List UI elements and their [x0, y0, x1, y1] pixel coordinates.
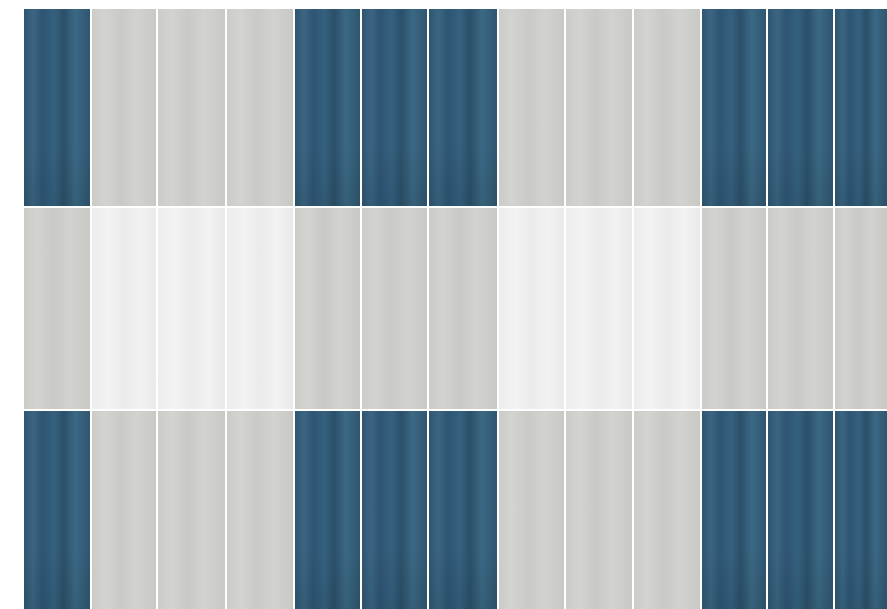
tile-light: [634, 208, 702, 411]
tile-gray: [768, 208, 835, 411]
tile-blue: [702, 411, 768, 609]
tile-light: [92, 208, 158, 411]
tile-gray: [362, 208, 429, 411]
tile-gray: [499, 411, 566, 609]
tile-light: [158, 208, 227, 411]
tile-gray: [634, 9, 702, 208]
tile-light: [566, 208, 634, 411]
tile-blue: [835, 9, 887, 208]
tile-light: [499, 208, 566, 411]
tile-gray: [295, 208, 362, 411]
tile-gray: [227, 9, 295, 208]
tile-blue: [429, 411, 499, 609]
tile-blue: [362, 9, 429, 208]
tile-blue: [24, 9, 92, 208]
tile-blue: [295, 9, 362, 208]
tile-gray: [227, 411, 295, 609]
tile-wall: [24, 9, 887, 609]
tile-blue: [702, 9, 768, 208]
tile-light: [227, 208, 295, 411]
tile-gray: [634, 411, 702, 609]
tile-blue: [835, 411, 887, 609]
tile-blue: [429, 9, 499, 208]
tile-gray: [158, 411, 227, 609]
tile-blue: [24, 411, 92, 609]
tile-gray: [92, 9, 158, 208]
tile-gray: [566, 411, 634, 609]
tile-blue: [768, 411, 835, 609]
tile-gray: [499, 9, 566, 208]
tile-gray: [702, 208, 768, 411]
tile-gray: [158, 9, 227, 208]
tile-gray: [835, 208, 887, 411]
tile-gray: [429, 208, 499, 411]
tile-gray: [24, 208, 92, 411]
tile-gray: [566, 9, 634, 208]
tile-blue: [362, 411, 429, 609]
tile-gray: [92, 411, 158, 609]
tile-blue: [295, 411, 362, 609]
tile-blue: [768, 9, 835, 208]
